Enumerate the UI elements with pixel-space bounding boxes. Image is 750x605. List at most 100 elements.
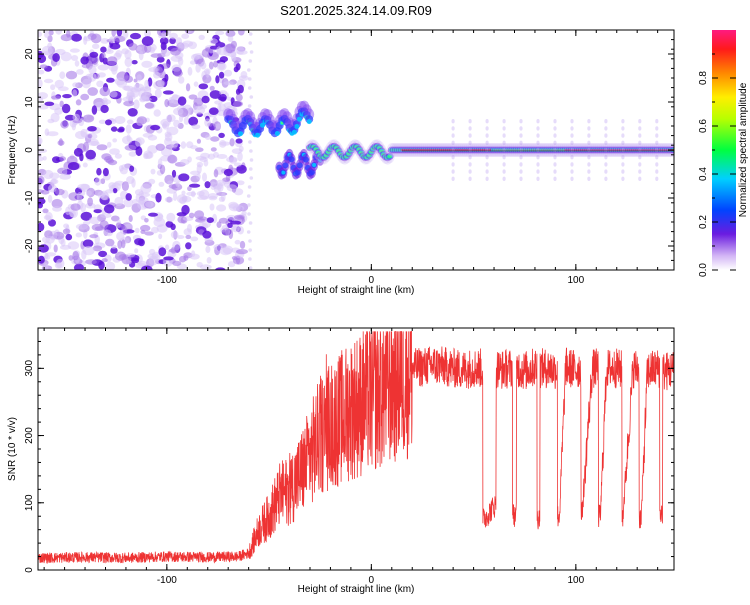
noise-blob <box>38 182 42 189</box>
noise-blob <box>148 255 159 266</box>
noise-blob <box>58 138 64 146</box>
noise-blob <box>59 71 66 79</box>
y-tick-label: 200 <box>24 427 35 444</box>
signal-blob <box>638 147 642 153</box>
noise-blob <box>94 177 102 186</box>
noise-blob <box>172 240 181 251</box>
noise-blob <box>164 244 170 251</box>
noise-blob <box>148 212 158 217</box>
noise-blob <box>101 258 108 263</box>
signal-blob <box>570 140 574 145</box>
noise-blob <box>80 56 89 65</box>
noise-blob <box>115 222 123 229</box>
signal-blob <box>621 155 625 160</box>
noise-blob <box>102 167 109 177</box>
noise-blob <box>219 93 227 102</box>
noise-blob <box>87 141 100 146</box>
signal-blob <box>553 162 557 167</box>
signal-blob <box>604 155 608 160</box>
signal-blob <box>536 169 540 174</box>
signal-features <box>223 100 674 181</box>
noise-blob <box>164 196 174 203</box>
noise-blob <box>47 194 53 203</box>
noise-blob <box>249 176 254 180</box>
noise-blob <box>144 218 149 223</box>
noise-blob <box>75 223 88 230</box>
noise-blob <box>225 174 231 182</box>
noise-blob <box>122 135 133 145</box>
signal-blob <box>587 155 591 160</box>
noise-blob <box>155 192 162 203</box>
noise-blob <box>202 230 212 239</box>
noise-blob <box>122 96 133 102</box>
signal-blob <box>485 147 489 153</box>
noise-blob <box>110 126 118 132</box>
noise-blob <box>187 186 192 192</box>
noise-blob <box>185 83 191 92</box>
noise-blob <box>229 157 238 164</box>
signal-blob <box>604 176 608 181</box>
noise-blob <box>216 154 228 159</box>
noise-blob <box>198 83 209 90</box>
noise-blob <box>199 264 212 270</box>
signal-blob <box>536 147 540 153</box>
noise-blob <box>222 107 231 115</box>
signal-blob <box>655 155 659 160</box>
signal-blob <box>570 155 574 160</box>
snr-y-axis-label: SNR (10 * v/v) <box>7 417 18 481</box>
noise-blob <box>248 41 252 45</box>
noise-blob <box>38 78 43 89</box>
noise-blob <box>126 119 134 125</box>
noise-blob <box>195 63 201 73</box>
noise-blob <box>81 249 87 260</box>
noise-blob <box>59 173 71 180</box>
noise-blob <box>38 137 42 147</box>
noise-blob <box>129 165 135 172</box>
signal-blob <box>485 126 489 131</box>
noise-blob <box>96 80 104 88</box>
signal-blob <box>451 147 455 153</box>
noise-blob <box>121 239 126 249</box>
noise-blob <box>206 217 214 224</box>
noise-blob <box>230 220 242 225</box>
noise-blob <box>160 49 171 57</box>
noise-blob <box>67 162 80 171</box>
signal-blob <box>468 176 472 181</box>
signal-blob <box>451 169 455 174</box>
noise-blob <box>111 244 117 249</box>
noise-blob <box>188 41 197 50</box>
signal-blob <box>519 126 523 131</box>
noise-blob <box>125 193 132 201</box>
noise-blob <box>87 133 93 139</box>
signal-blob <box>502 155 506 160</box>
signal-blob <box>621 126 625 131</box>
noise-blob <box>164 99 170 108</box>
signal-blob <box>536 133 540 138</box>
signal-blob <box>570 119 574 124</box>
noise-blob <box>62 228 71 235</box>
noise-blob <box>105 49 114 54</box>
noise-blob <box>246 230 251 234</box>
noise-blob <box>144 102 155 109</box>
signal-blob <box>238 131 243 137</box>
colorbar-ticks: 0.0 0.2 0.4 0.6 0.8 <box>698 53 736 277</box>
noise-blob <box>134 227 140 234</box>
noise-blob <box>218 196 225 202</box>
noise-blob <box>114 196 124 207</box>
signal-blob <box>485 133 489 138</box>
noise-blob <box>164 74 169 82</box>
noise-blob <box>117 240 123 249</box>
spectrogram-y-axis-label: Frequency (Hz) <box>7 116 18 185</box>
colorbar-tick-label: 0.0 <box>698 263 709 277</box>
noise-blob <box>147 145 158 154</box>
noise-blob <box>183 116 190 125</box>
noise-blob <box>41 51 53 56</box>
noise-blob <box>187 66 193 76</box>
noise-blob <box>128 215 133 222</box>
noise-blob <box>135 138 142 148</box>
noise-blob <box>54 107 63 115</box>
noise-blob <box>218 71 225 79</box>
noise-blob <box>45 211 53 222</box>
noise-blob <box>239 240 246 249</box>
